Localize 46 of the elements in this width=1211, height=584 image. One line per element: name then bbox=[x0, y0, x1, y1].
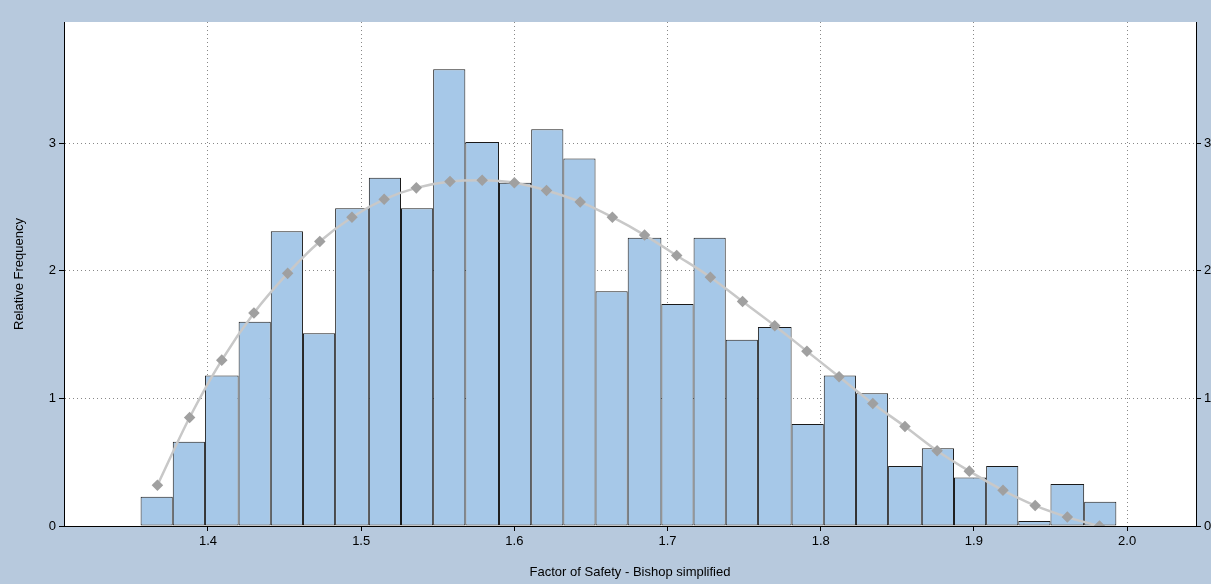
point bbox=[705, 271, 716, 283]
point bbox=[801, 345, 813, 357]
point bbox=[769, 320, 781, 331]
x-tick-label: 2.0 bbox=[1118, 533, 1137, 549]
point bbox=[607, 211, 618, 223]
point bbox=[867, 398, 879, 409]
point bbox=[737, 296, 748, 307]
point bbox=[574, 196, 586, 208]
x-tick-label: 1.7 bbox=[658, 533, 677, 549]
point bbox=[444, 176, 456, 187]
point bbox=[378, 194, 390, 205]
y2-tick-label: 0 bbox=[1204, 517, 1211, 533]
point bbox=[282, 268, 293, 279]
point bbox=[476, 174, 488, 186]
y-tick-label: 3 bbox=[48, 134, 56, 150]
point bbox=[346, 211, 358, 223]
point bbox=[314, 236, 326, 247]
point bbox=[899, 421, 911, 432]
point bbox=[216, 354, 228, 366]
point bbox=[1029, 500, 1041, 511]
y-tick-label: 2 bbox=[48, 262, 56, 278]
x-tick-label: 1.8 bbox=[811, 533, 830, 549]
x-tick-label: 1.9 bbox=[964, 533, 983, 549]
point bbox=[541, 185, 552, 196]
y2-tick-label: 3 bbox=[1204, 134, 1211, 150]
point bbox=[184, 412, 195, 423]
point bbox=[152, 479, 163, 491]
point bbox=[931, 445, 943, 456]
y2-tick-label: 1 bbox=[1204, 389, 1211, 405]
point bbox=[997, 485, 1009, 496]
point bbox=[1062, 511, 1073, 523]
x-tick-label: 1.4 bbox=[198, 533, 218, 549]
point bbox=[248, 307, 260, 319]
y2-tick-label: 2 bbox=[1204, 262, 1211, 278]
point bbox=[964, 465, 975, 477]
point bbox=[639, 229, 650, 241]
x-axis-title: Factor of Safety - Bishop simplified bbox=[529, 563, 731, 579]
x-tick-label: 1.5 bbox=[352, 533, 371, 549]
point bbox=[411, 182, 422, 194]
x-tick-label: 1.6 bbox=[505, 533, 524, 549]
point bbox=[509, 177, 520, 189]
y-tick-label: 0 bbox=[48, 517, 56, 533]
point bbox=[671, 250, 682, 261]
point bbox=[833, 371, 845, 382]
y-axis-title: Relative Frequency bbox=[11, 217, 27, 330]
y-tick-label: 1 bbox=[48, 389, 56, 405]
